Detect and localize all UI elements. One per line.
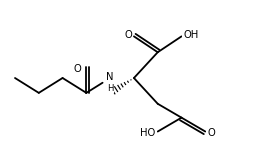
Text: O: O <box>74 64 81 74</box>
Text: O: O <box>207 127 215 138</box>
Text: O: O <box>124 30 132 40</box>
Text: H: H <box>107 84 113 93</box>
Text: HO: HO <box>140 127 156 138</box>
Text: N: N <box>106 72 114 82</box>
Text: OH: OH <box>183 30 199 40</box>
